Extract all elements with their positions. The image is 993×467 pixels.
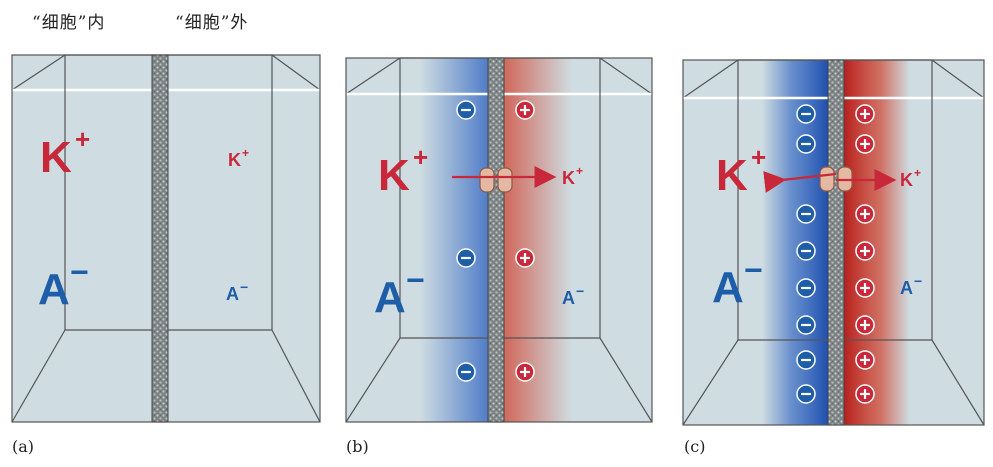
a-charge-small-b: − bbox=[576, 283, 584, 299]
header-outside: “细胞”外 bbox=[175, 13, 249, 33]
k-charge-large-a: + bbox=[75, 124, 90, 154]
k-charge-large-c: + bbox=[751, 142, 766, 172]
membrane-a bbox=[151, 54, 169, 423]
k-charge-large-b: + bbox=[413, 142, 428, 172]
a-charge-small-c: − bbox=[914, 273, 922, 289]
positive-charge bbox=[515, 100, 535, 120]
positive-charge bbox=[855, 104, 875, 124]
charge-markers-c bbox=[796, 104, 875, 404]
a-ion-small-a: A bbox=[226, 284, 239, 304]
negative-charge bbox=[456, 100, 476, 120]
negative-charge bbox=[796, 350, 816, 370]
panel-c-caption: (c) bbox=[684, 437, 705, 456]
positive-gradient-b bbox=[504, 58, 572, 422]
k-ion-small-c: K bbox=[900, 170, 913, 190]
a-charge-large-b: − bbox=[406, 262, 425, 298]
positive-charge bbox=[515, 362, 535, 382]
negative-gradient-c bbox=[762, 60, 828, 425]
negative-charge bbox=[796, 134, 816, 154]
negative-charge bbox=[796, 241, 816, 261]
a-ion-large-a: A bbox=[38, 265, 70, 314]
negative-charge bbox=[456, 362, 476, 382]
k-ion-large-c: K bbox=[716, 151, 748, 200]
negative-charge bbox=[796, 278, 816, 298]
k-influx-arrow-c bbox=[763, 171, 837, 193]
k-charge-small-a: + bbox=[242, 146, 249, 160]
k-charge-small-b: + bbox=[576, 164, 583, 178]
a-charge-large-a: − bbox=[70, 254, 89, 290]
panel-c: K + K + A − A − (c) bbox=[682, 59, 985, 456]
negative-gradient-b bbox=[420, 58, 488, 422]
potassium-channel-b bbox=[479, 167, 513, 193]
panel-b: K + K + A − A − (b) bbox=[345, 57, 653, 456]
k-ion-large-b: K bbox=[378, 151, 410, 200]
positive-charge bbox=[855, 384, 875, 404]
membrane-b bbox=[487, 57, 505, 423]
k-ion-small-a: K bbox=[228, 150, 241, 170]
panel-a: K + K + A − A − (a) bbox=[11, 54, 321, 456]
positive-charge bbox=[515, 248, 535, 268]
a-ion-large-b: A bbox=[374, 273, 406, 322]
negative-charge bbox=[456, 248, 476, 268]
positive-charge bbox=[855, 350, 875, 370]
k-charge-small-c: + bbox=[914, 166, 921, 180]
a-charge-large-c: − bbox=[744, 252, 763, 288]
positive-charge bbox=[855, 204, 875, 224]
positive-charge bbox=[855, 315, 875, 335]
panel-b-caption: (b) bbox=[346, 437, 369, 456]
negative-charge bbox=[796, 204, 816, 224]
charge-markers-b bbox=[456, 100, 535, 382]
k-ion-large-a: K bbox=[40, 133, 72, 182]
positive-charge bbox=[855, 278, 875, 298]
a-ion-large-c: A bbox=[712, 263, 744, 312]
positive-gradient-c bbox=[844, 60, 910, 425]
a-charge-small-a: − bbox=[240, 279, 248, 295]
negative-charge bbox=[796, 315, 816, 335]
k-ion-small-b: K bbox=[562, 168, 575, 188]
negative-charge bbox=[796, 384, 816, 404]
negative-charge bbox=[796, 104, 816, 124]
positive-charge bbox=[855, 241, 875, 261]
membrane-c bbox=[827, 59, 845, 426]
a-ion-small-b: A bbox=[562, 288, 575, 308]
a-ion-small-c: A bbox=[900, 278, 913, 298]
header-inside: “细胞”内 bbox=[32, 13, 106, 33]
panel-a-caption: (a) bbox=[12, 437, 34, 456]
positive-charge bbox=[855, 134, 875, 154]
